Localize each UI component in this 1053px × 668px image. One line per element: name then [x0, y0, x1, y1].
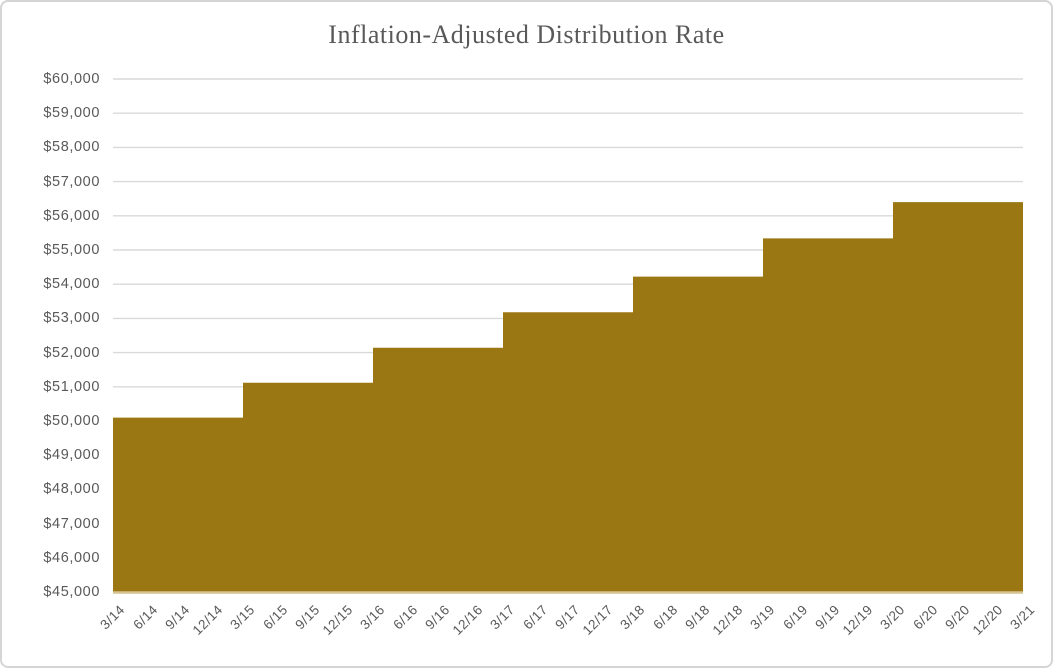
y-tick-label: $60,000	[43, 71, 100, 87]
y-tick-label: $57,000	[43, 173, 100, 190]
y-tick-label: $51,000	[43, 378, 100, 395]
y-tick-label: $49,000	[43, 447, 100, 464]
y-tick-label: $54,000	[43, 276, 100, 293]
y-tick-label: $47,000	[43, 515, 100, 532]
y-tick-label: $50,000	[43, 413, 100, 429]
y-tick-label: $53,000	[43, 310, 100, 327]
y-tick-label: $45,000	[43, 584, 100, 600]
y-tick-label: $56,000	[43, 207, 100, 224]
chart-title: Inflation-Adjusted Distribution Rate	[328, 20, 725, 49]
y-tick-label: $58,000	[43, 139, 100, 156]
y-tick-label: $55,000	[43, 242, 100, 258]
distribution-rate-area-series	[113, 202, 1023, 592]
y-tick-label: $52,000	[43, 344, 100, 361]
y-tick-label: $48,000	[43, 481, 100, 498]
y-tick-label: $46,000	[43, 549, 100, 566]
y-tick-label: $59,000	[43, 105, 100, 122]
